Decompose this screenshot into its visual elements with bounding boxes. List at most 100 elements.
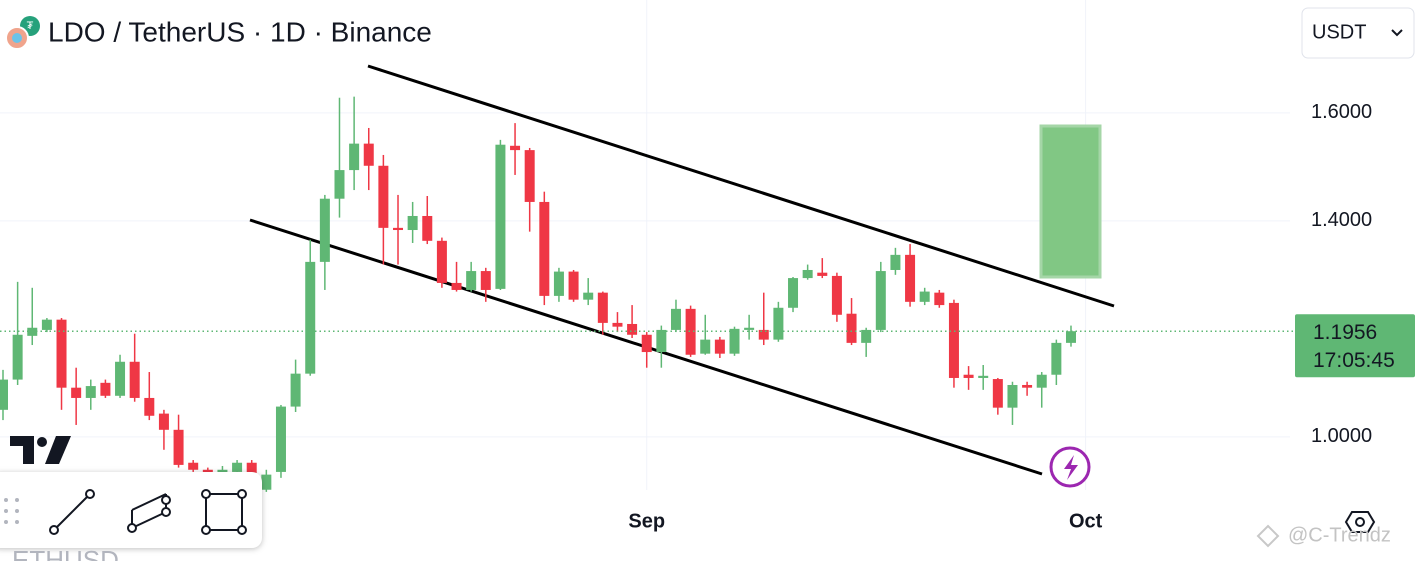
candle-body [905, 254, 916, 302]
candle-body [978, 375, 989, 378]
y-tick-label: 1.4000 [1311, 209, 1372, 231]
candle-body [773, 307, 784, 340]
rectangle-tool[interactable] [201, 489, 247, 535]
candle-body [846, 313, 857, 343]
candle-body [948, 302, 959, 378]
symbol-icon: ₮ [5, 16, 40, 50]
candle-body [963, 374, 974, 378]
candle-body [934, 292, 945, 306]
candle-body [700, 339, 711, 354]
candle-body [524, 150, 535, 202]
candle-body [407, 215, 418, 231]
candle-body [744, 327, 755, 330]
candle-body [568, 271, 579, 300]
candle-body [510, 145, 521, 151]
last-price-label: 1.1956 [1313, 321, 1377, 344]
candle-body [1007, 384, 1018, 408]
candle-body [290, 373, 301, 407]
settings-icon[interactable] [1344, 511, 1376, 533]
currency[interactable]: USDT [1312, 21, 1366, 43]
candle-body [612, 322, 623, 327]
candle-body [583, 292, 594, 300]
drawing-toolbar [0, 472, 262, 548]
channel-upper [367, 64, 1115, 308]
candle-body [685, 308, 696, 355]
candle-body [1051, 342, 1062, 375]
candle-body [656, 329, 667, 353]
candle-body [41, 319, 52, 330]
candle-body [246, 462, 257, 474]
candle-body [12, 334, 23, 380]
candle-body [890, 254, 901, 270]
last-price-box [1295, 314, 1415, 378]
candle-body [861, 329, 872, 343]
candle-body [480, 271, 491, 290]
candle-body [597, 292, 608, 323]
watermark-icon [1256, 524, 1280, 548]
y-tick-label: 1.0000 [1311, 425, 1372, 447]
candle-body [627, 323, 638, 335]
candle-body [115, 361, 126, 396]
candle-body [802, 269, 813, 279]
candle-body [729, 328, 740, 354]
candle-body [261, 474, 272, 490]
footer-symbol: ETHUSD [12, 545, 119, 561]
candle-body [158, 413, 169, 430]
watermark: @C-Trendz [1288, 524, 1391, 546]
candle-body [539, 201, 550, 296]
candle-body [758, 329, 769, 340]
candle-body [875, 271, 886, 330]
currency-select[interactable]: USDT [1301, 7, 1415, 59]
x-tick-label: Sep [628, 510, 665, 532]
candle-body [393, 227, 404, 231]
candle-body [363, 143, 374, 166]
channel-tool[interactable] [127, 493, 171, 533]
candle-body [495, 144, 506, 289]
candle-body [553, 271, 564, 296]
candle-body [378, 165, 389, 228]
candle-body [436, 240, 447, 283]
candle-body [788, 278, 799, 308]
candle-body [641, 334, 652, 353]
candles [0, 96, 1076, 492]
countdown: 17:05:45 [1313, 349, 1395, 372]
y-tick-label: 1.6000 [1311, 101, 1372, 123]
alert-icon[interactable] [1049, 446, 1091, 488]
candle-body [0, 379, 8, 410]
candle-body [129, 361, 140, 398]
candle-body [422, 215, 433, 241]
candle-body [349, 143, 360, 171]
candle-body [1022, 384, 1033, 388]
candle-body [919, 291, 930, 302]
overlay: 1.0000 1.4000 1.6000 Sep Oct 1.1956 17:05:45 [0, 101, 1415, 532]
candle-body [1065, 331, 1076, 343]
chevron [1391, 29, 1403, 37]
candle-body [670, 308, 681, 330]
candle-body [56, 319, 67, 388]
candle-body [85, 386, 96, 398]
trend-line-tool[interactable] [49, 489, 95, 535]
chart-title: LDO / TetherUS · 1D · Binance [48, 16, 432, 47]
candle-body [144, 397, 155, 416]
candle-body [1036, 374, 1047, 388]
candle-body [714, 339, 725, 354]
candle-body [100, 382, 111, 396]
candle-body [173, 429, 184, 465]
candle-body [188, 462, 199, 470]
candle-body [334, 170, 345, 199]
candle-body [71, 387, 82, 398]
svg-text:₮: ₮ [27, 20, 34, 32]
tv-logo [10, 436, 71, 464]
x-tick-label: Oct [1069, 510, 1103, 532]
candle-body [992, 379, 1003, 408]
target-box [1039, 124, 1102, 279]
candle-body [831, 275, 842, 315]
candle-body [232, 462, 243, 472]
candle-body [319, 198, 330, 262]
candle-body [451, 282, 462, 290]
candle-body [466, 271, 477, 290]
candle-body [305, 261, 316, 374]
candle-body [817, 272, 828, 276]
candle-body [275, 406, 286, 472]
